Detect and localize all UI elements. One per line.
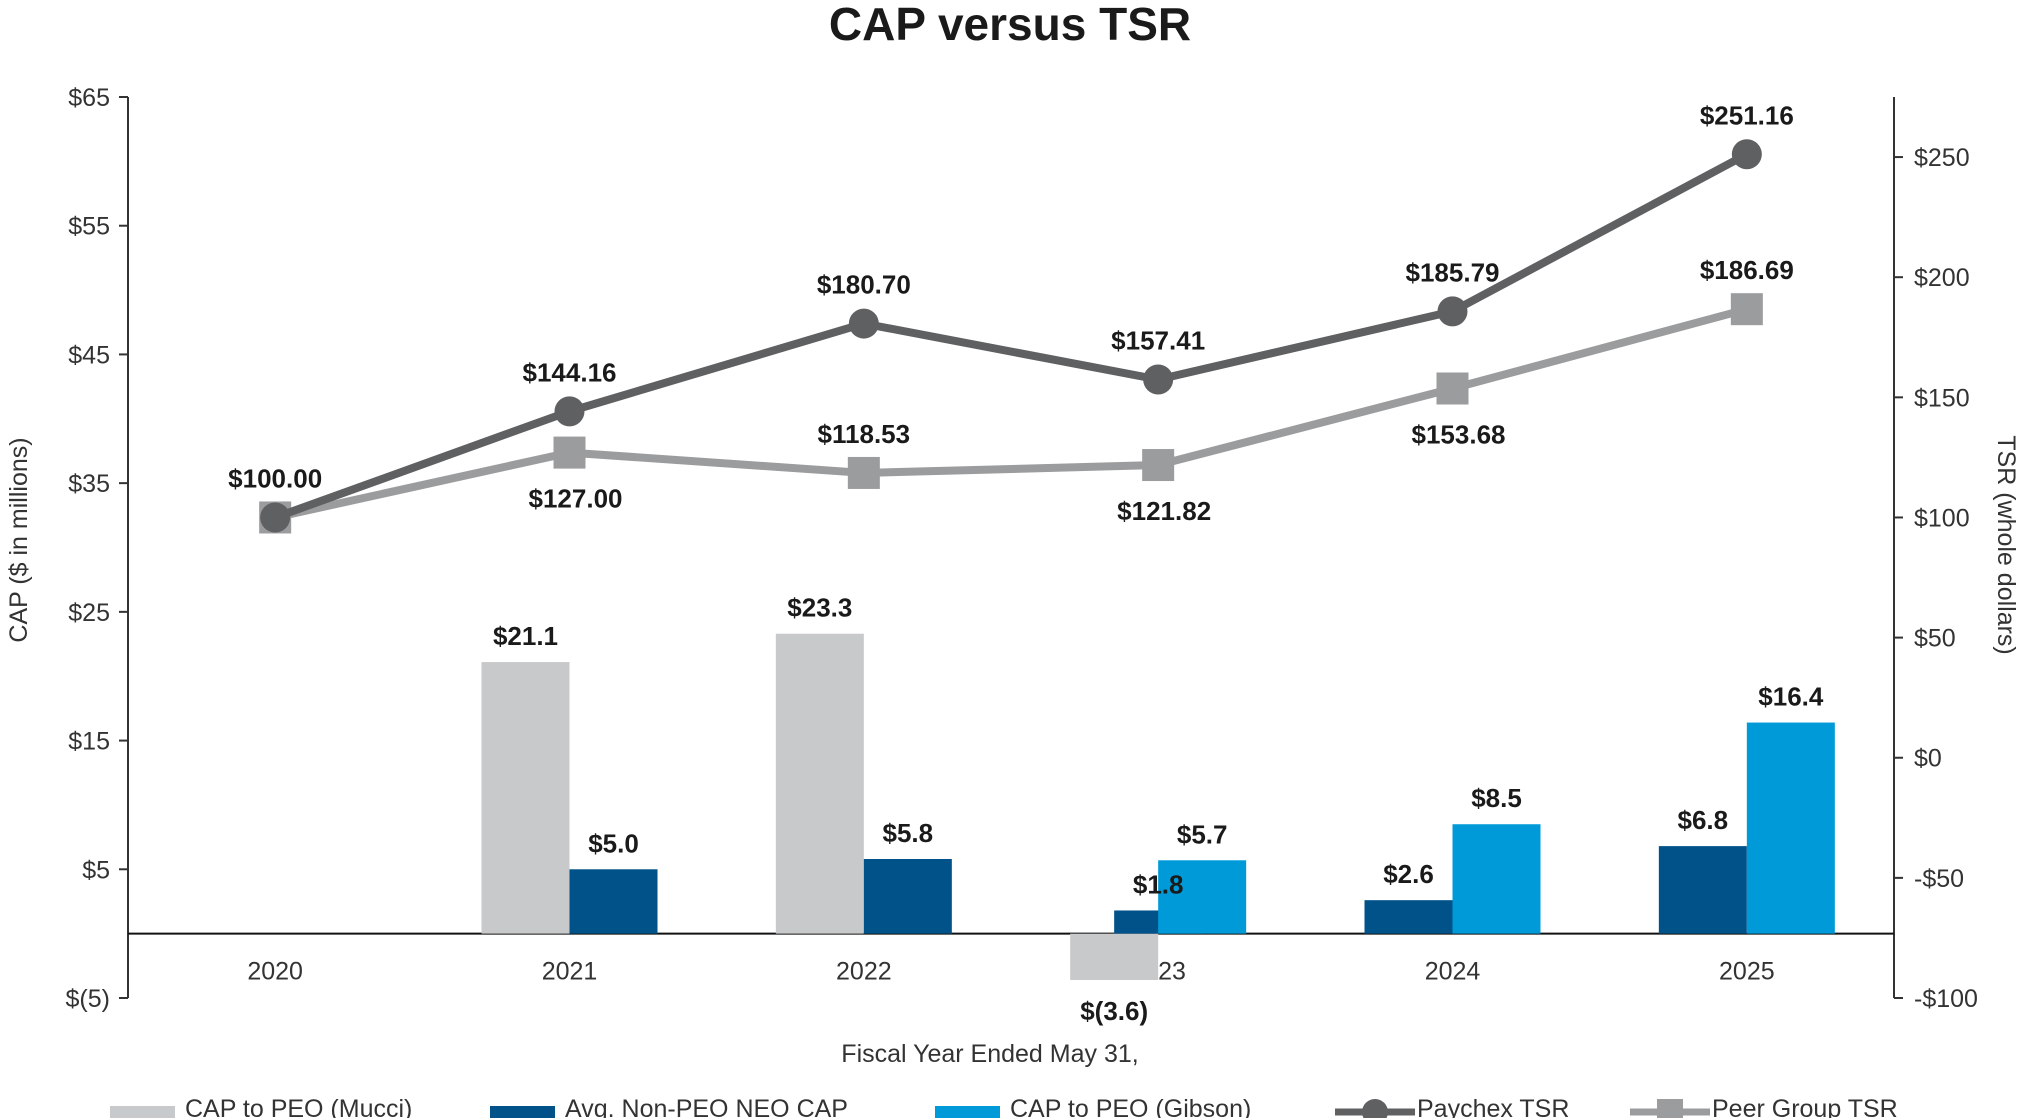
bar-data-label: $16.4 xyxy=(1758,682,1824,712)
legend-marker-square xyxy=(1657,1099,1683,1118)
paychex-tsr-marker xyxy=(554,396,585,427)
legend-label: CAP to PEO (Gibson) xyxy=(1010,1095,1251,1118)
y-tick-label: $25 xyxy=(68,599,110,627)
paychex-tsr-marker xyxy=(1731,139,1762,170)
bar-cap-to-peo-gibson- xyxy=(1158,860,1247,934)
y-tick-label: $15 xyxy=(68,728,110,756)
y-tick-label: $5 xyxy=(82,856,110,884)
peer-group-tsr-label: $186.69 xyxy=(1700,255,1794,285)
y2-tick-label: $50 xyxy=(1914,625,1956,653)
tsr-lines xyxy=(259,139,1763,534)
peer-group-tsr-marker xyxy=(1142,449,1175,482)
legend-label: CAP to PEO (Mucci) xyxy=(185,1095,412,1118)
bar-data-label: $8.5 xyxy=(1471,783,1522,813)
x-tick-label: 2024 xyxy=(1425,958,1481,986)
bar-data-label: $6.8 xyxy=(1678,805,1729,835)
legend-marker-circle xyxy=(1362,1099,1388,1118)
bar-cap-to-peo-gibson- xyxy=(1746,722,1835,934)
paychex-tsr-label: $251.16 xyxy=(1700,100,1794,130)
peer-group-tsr-marker xyxy=(1730,293,1763,326)
paychex-tsr-marker xyxy=(1143,364,1174,395)
paychex-tsr-label: $157.41 xyxy=(1111,326,1205,356)
peer-group-tsr-marker xyxy=(553,436,586,469)
paychex-tsr-marker xyxy=(848,308,879,339)
paychex-tsr-label: $100.00 xyxy=(228,463,322,493)
chart-title: CAP versus TSR xyxy=(829,0,1191,50)
peer-group-tsr-line xyxy=(274,305,1748,522)
bar-data-label: $5.8 xyxy=(883,818,934,848)
y2-tick-label: -$50 xyxy=(1914,865,1964,893)
y-tick-label: $(5) xyxy=(66,985,110,1013)
legend-label: Peer Group TSR xyxy=(1712,1095,1898,1118)
legend-swatch xyxy=(490,1106,555,1118)
y-tick-label: $35 xyxy=(68,470,110,498)
bar-data-label: $23.3 xyxy=(787,593,852,623)
bars xyxy=(481,633,1835,980)
x-tick-label: 2022 xyxy=(836,958,892,986)
bar-cap-to-peo-gibson- xyxy=(1452,824,1541,934)
data-labels: $21.1 $23.3 $(3.6) $5.0 $5.8 $1.8 $2.6 $6.8 $5.7… xyxy=(228,100,1824,1026)
bar-data-label: $5.0 xyxy=(588,828,639,858)
bar-avg-non-peo-neo-cap xyxy=(1364,900,1453,934)
y2-tick-label: $150 xyxy=(1914,384,1970,412)
x-tick-label: 2021 xyxy=(542,958,598,986)
peer-group-tsr-label: $118.53 xyxy=(818,419,911,449)
x-axis-title: Fiscal Year Ended May 31, xyxy=(841,1040,1138,1068)
legend-label: Paychex TSR xyxy=(1417,1095,1569,1118)
y2-tick-label: $100 xyxy=(1914,504,1970,532)
y-tick-label: $55 xyxy=(68,213,110,241)
bar-avg-non-peo-neo-cap xyxy=(863,858,952,934)
bar-cap-to-peo-mucci- xyxy=(1070,933,1159,980)
legend-label: Avg. Non-PEO NEO CAP xyxy=(565,1095,848,1118)
peer-group-tsr-label: $127.00 xyxy=(529,484,623,514)
paychex-tsr-label: $180.70 xyxy=(817,270,911,300)
y-tick-label: $45 xyxy=(68,341,110,369)
y2-tick-label: $0 xyxy=(1914,745,1942,773)
bar-avg-non-peo-neo-cap xyxy=(1658,846,1747,934)
paychex-tsr-marker xyxy=(1437,296,1468,327)
peer-group-tsr-label: $153.68 xyxy=(1412,419,1506,449)
paychex-tsr-label: $144.16 xyxy=(523,357,617,387)
bar-data-label: $21.1 xyxy=(493,621,558,651)
bar-data-label: $2.6 xyxy=(1383,859,1434,889)
peer-group-tsr-marker xyxy=(1436,372,1469,405)
bar-data-label: $(3.6) xyxy=(1080,996,1148,1026)
peer-group-tsr-label: $121.82 xyxy=(1117,496,1211,526)
bar-avg-non-peo-neo-cap xyxy=(569,869,658,934)
y-axis-title: CAP ($ in millions) xyxy=(5,437,33,642)
paychex-tsr-line xyxy=(273,150,1749,522)
bar-cap-to-peo-mucci- xyxy=(481,662,570,934)
legend-swatch xyxy=(935,1106,1000,1118)
legend-swatch xyxy=(110,1106,175,1118)
y2-tick-label: $200 xyxy=(1914,264,1970,292)
bar-cap-to-peo-mucci- xyxy=(775,633,864,934)
axes: $(5) $5 $15 $25 $35 $45 $55 $65 -$100 -$50 $0 $50 $1… xyxy=(66,84,1978,1013)
legend: CAP to PEO (Mucci) Avg. Non-PEO NEO CAP CA… xyxy=(110,1095,1898,1118)
x-tick-label: 2025 xyxy=(1719,958,1775,986)
x-tick-label: 2020 xyxy=(247,958,303,986)
paychex-tsr-marker xyxy=(260,502,291,533)
peer-group-tsr-marker xyxy=(847,456,880,489)
bar-data-label: $1.8 xyxy=(1133,869,1184,899)
y2-axis-title: TSR (whole dollars) xyxy=(1992,435,2020,655)
bar-data-label: $5.7 xyxy=(1177,819,1228,849)
y2-tick-label: -$100 xyxy=(1914,985,1978,1013)
paychex-tsr-label: $185.79 xyxy=(1406,257,1500,287)
y2-tick-label: $250 xyxy=(1914,144,1970,172)
y-tick-label: $65 xyxy=(68,84,110,112)
